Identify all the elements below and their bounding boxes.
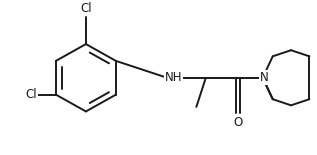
- Text: NH: NH: [165, 71, 182, 84]
- Text: Cl: Cl: [25, 88, 37, 101]
- Text: Cl: Cl: [81, 2, 92, 15]
- Text: N: N: [260, 71, 268, 84]
- Text: O: O: [233, 116, 242, 129]
